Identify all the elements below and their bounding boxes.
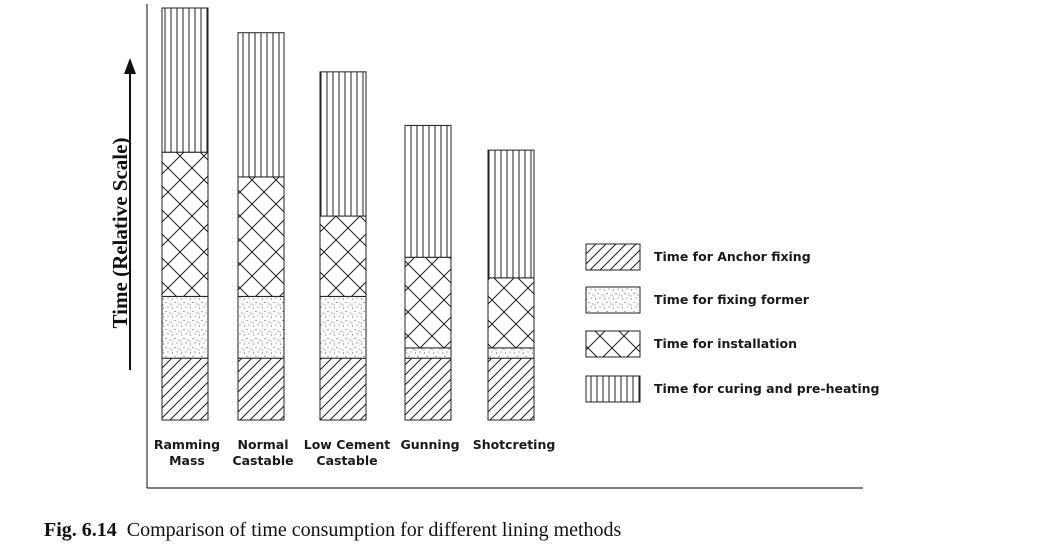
- legend-label-time-for-installation: Time for installation: [654, 336, 797, 351]
- bar-segment-low-cement-castable-time-for-installation: [319, 215, 367, 297]
- bar-segment-normal-castable-time-for-installation: [237, 176, 285, 297]
- bar-segment-shotcreting-time-for-curing-and-pre-heating: [487, 149, 535, 279]
- legend: Time for Anchor fixing Time for fixing fo…: [585, 243, 880, 403]
- bar-segment-shotcreting-time-for-installation: [487, 277, 535, 349]
- category-labels: Ramming Mass Normal Castable Low Cement Casta…: [154, 437, 555, 468]
- chart: Time (Relative Scale) Ramming Mass Normal C…: [108, 4, 880, 489]
- category-label-shotcreting: Shotcreting: [473, 437, 556, 452]
- bar-segment-ramming-mass-time-for-curing-and-pre-heating: [161, 7, 209, 153]
- legend-swatch-time-for-installation: [585, 330, 641, 358]
- legend-swatch-time-for-fixing-former: [585, 286, 641, 314]
- figure-number: Fig. 6.14: [44, 519, 117, 541]
- figure-caption: Fig. 6.14 Comparison of time consumption …: [44, 519, 621, 542]
- bar-segment-low-cement-castable-time-for-fixing-former: [319, 295, 367, 359]
- category-label-normal-castable: Normal Castable: [232, 437, 293, 468]
- figure-caption-text: Comparison of time consumption for diffe…: [126, 519, 622, 541]
- bar-segment-ramming-mass-time-for-fixing-former: [161, 295, 209, 359]
- category-label-gunning: Gunning: [400, 437, 459, 452]
- bar-segment-gunning-time-for-curing-and-pre-heating: [404, 124, 452, 258]
- bars-group: [161, 7, 535, 421]
- bar-segment-shotcreting-time-for-fixing-former: [487, 347, 535, 359]
- bar-segment-normal-castable-time-for-fixing-former: [237, 295, 285, 359]
- legend-label-time-for-fixing-former: Time for fixing former: [654, 292, 810, 307]
- legend-label-time-for-curing-and-pre-heating: Time for curing and pre-heating: [654, 381, 880, 396]
- bar-segment-gunning-time-for-anchor-fixing: [404, 357, 452, 421]
- bar-segment-low-cement-castable-time-for-curing-and-pre-heating: [319, 71, 367, 217]
- category-label-ramming-mass: Ramming Mass: [154, 437, 220, 468]
- bar-segment-normal-castable-time-for-curing-and-pre-heating: [237, 32, 285, 178]
- bar-segment-normal-castable-time-for-anchor-fixing: [237, 357, 285, 421]
- bar-segment-ramming-mass-time-for-anchor-fixing: [161, 357, 209, 421]
- category-label-low-cement-castable: Low Cement Castable: [304, 437, 391, 468]
- bar-segment-ramming-mass-time-for-installation: [161, 151, 209, 297]
- legend-swatch-time-for-anchor-fixing: [585, 243, 641, 271]
- y-axis-label: Time (Relative Scale): [108, 138, 132, 329]
- legend-swatch-time-for-curing-and-pre-heating: [585, 375, 641, 403]
- bar-segment-gunning-time-for-installation: [404, 256, 452, 349]
- y-arrow-head-icon: [124, 58, 136, 74]
- bar-segment-low-cement-castable-time-for-anchor-fixing: [319, 357, 367, 421]
- legend-label-time-for-anchor-fixing: Time for Anchor fixing: [654, 249, 811, 264]
- bar-segment-shotcreting-time-for-anchor-fixing: [487, 357, 535, 421]
- bar-segment-gunning-time-for-fixing-former: [404, 347, 452, 359]
